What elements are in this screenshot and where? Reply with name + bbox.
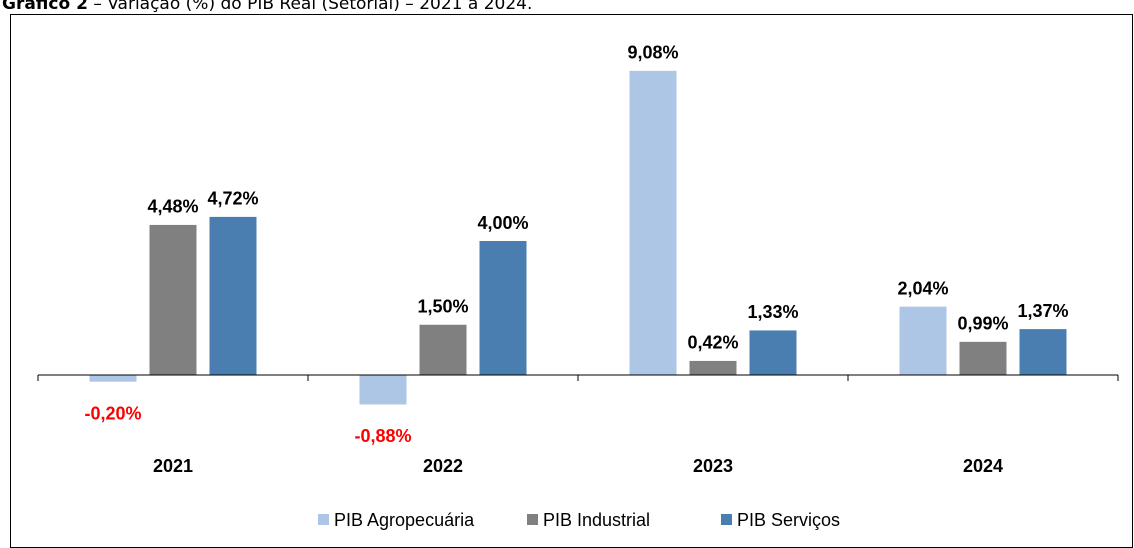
data-label: 1,50% [417,297,468,317]
legend-swatch [318,514,329,525]
bar [689,360,737,375]
bar [359,375,407,405]
bar [959,341,1007,375]
bar [899,306,947,375]
x-tick-label: 2023 [693,456,733,476]
data-label: 4,00% [477,213,528,233]
data-label: -0,20% [84,403,141,423]
bar [479,241,527,375]
data-label: 4,72% [207,189,258,209]
figure-title: Gráfico 2 – Variação (%) do PIB Real (Se… [2,0,532,14]
title: – Variação (%) do PIB Real (Setorial) – … [93,0,532,14]
x-tick-label: 2022 [423,456,463,476]
bar [749,330,797,375]
legend-label: PIB Agropecuária [334,510,475,530]
bar [89,375,137,382]
data-label: 4,48% [147,197,198,217]
data-label: 9,08% [627,43,678,63]
bar [629,70,677,375]
data-label: 1,33% [747,302,798,322]
figure-label: Gráfico 2 [2,0,88,14]
data-label: 2,04% [897,278,948,298]
data-label: 1,37% [1017,301,1068,321]
bar [209,216,257,375]
bar [1019,329,1067,375]
legend-swatch [527,514,538,525]
legend-label: PIB Serviços [737,510,840,530]
legend-swatch [721,514,732,525]
legend-label: PIB Industrial [543,510,650,530]
data-label: -0,88% [354,426,411,446]
x-tick-label: 2024 [963,456,1003,476]
x-tick-label: 2021 [153,456,193,476]
data-label: 0,99% [957,314,1008,334]
data-label: 0,42% [687,333,738,353]
bar [419,324,467,375]
bar [149,224,197,375]
